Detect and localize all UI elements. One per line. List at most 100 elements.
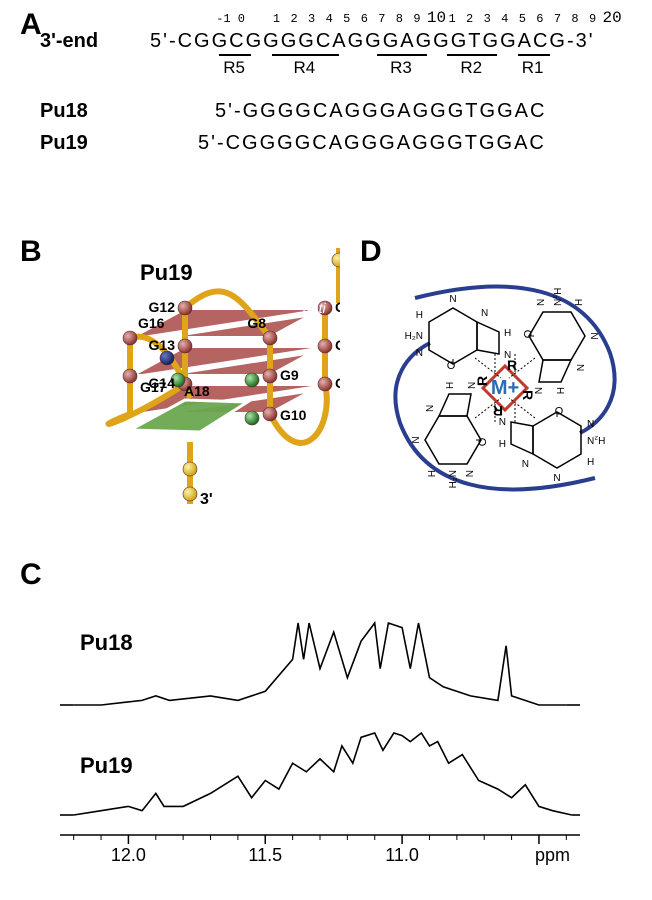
- seq-label-3end: 3'-end: [40, 30, 98, 53]
- g-run-label: R1: [522, 58, 544, 78]
- svg-text:N: N: [534, 299, 545, 306]
- seq-position-number: 7: [378, 12, 385, 26]
- axis-tick-label: 12.0: [111, 845, 146, 865]
- svg-text:H₂N: H₂N: [405, 331, 423, 342]
- residue-label: A18: [184, 383, 210, 399]
- svg-text:N: N: [481, 308, 488, 319]
- seq-position-number: 6: [361, 12, 368, 26]
- svg-text:N: N: [553, 471, 560, 482]
- trace-label-pu19: Pu19: [80, 753, 133, 778]
- seq-position-number: 5: [519, 12, 526, 26]
- svg-text:H: H: [504, 328, 511, 339]
- axis-tick-label: 11.0: [385, 845, 419, 865]
- residue-label: G3: [335, 299, 340, 315]
- seq-pu19: 5'-CGGGGCAGGGAGGGTGGAC: [198, 132, 546, 155]
- svg-text:H: H: [572, 299, 583, 306]
- panel-label-B: B: [20, 235, 42, 269]
- residue-ball: [318, 339, 332, 353]
- residue-ball: [263, 331, 277, 345]
- seq-position-number: 9: [589, 12, 596, 26]
- svg-text:N: N: [522, 457, 529, 468]
- svg-text:H₂N: H₂N: [448, 470, 459, 488]
- seq-position-number: 8: [571, 12, 578, 26]
- seq-position-number: 4: [326, 12, 333, 26]
- residue-ball: [332, 253, 340, 267]
- residue-label: G5: [335, 375, 340, 391]
- residue-label: G13: [149, 337, 176, 353]
- svg-text:N: N: [411, 436, 422, 443]
- svg-text:O: O: [477, 437, 489, 446]
- seq-position-number: 7: [554, 12, 561, 26]
- svg-text:O: O: [554, 404, 563, 416]
- g-run-underline: [219, 54, 251, 56]
- seq-position-number: 6: [536, 12, 543, 26]
- svg-text:N: N: [587, 417, 594, 428]
- residue-ball: [245, 373, 259, 387]
- residue-label: G9: [280, 367, 299, 383]
- g-run-underline: [272, 54, 339, 56]
- g-run-label: R2: [460, 58, 482, 78]
- trace-label-pu18: Pu18: [80, 630, 133, 655]
- svg-text:N: N: [574, 364, 585, 371]
- three-prime-label: 3': [200, 491, 213, 508]
- svg-text:H: H: [499, 437, 506, 448]
- svg-text:N: N: [425, 405, 436, 412]
- seq-position-number: 1: [448, 12, 455, 26]
- panelB-title: Pu19: [140, 260, 193, 285]
- svg-text:O: O: [521, 330, 533, 339]
- svg-text:O: O: [447, 360, 456, 372]
- seq-position-number: 8: [396, 12, 403, 26]
- residue-ball: [263, 369, 277, 383]
- seq-position-number: 0: [238, 12, 245, 26]
- g-run-label: R4: [294, 58, 316, 78]
- svg-text:H: H: [416, 310, 423, 321]
- nmr-trace: [74, 623, 567, 705]
- figure-page: A B D C -101234567891012345678920 3'-end…: [0, 0, 652, 900]
- guanine-unit: OHNNNHNH₂NR: [520, 288, 599, 400]
- residue-label: G16: [138, 315, 165, 331]
- svg-text:H: H: [554, 387, 565, 394]
- residue-label: G4: [335, 337, 340, 353]
- svg-text:N: N: [449, 294, 456, 305]
- svg-text:N: N: [465, 470, 476, 477]
- seq-pu18: 5'-GGGGCAGGGAGGGTGGAC: [215, 100, 546, 123]
- panel-B: Pu19anti5'3'G2G3G4G5G8G9G10G12G13G14G16G…: [40, 248, 340, 558]
- anti-label: anti: [303, 300, 326, 316]
- panel-D: OHNNNHNH₂NROHNNNHNH₂NROHNNNHNH₂NROHNNNHN…: [375, 258, 635, 518]
- residue-ball: [178, 301, 192, 315]
- seq-position-number: 3: [484, 12, 491, 26]
- seq-position-number: 1: [273, 12, 280, 26]
- seq-3end: 5'-CGGCGGGGCAGGGAGGGTGGACG-3': [150, 30, 595, 53]
- svg-text:R: R: [520, 390, 536, 400]
- seq-position-number: 9: [413, 12, 420, 26]
- svg-text:H: H: [587, 455, 594, 466]
- guanine-unit: OHNNNHNH₂NR: [405, 294, 517, 373]
- g-run-underline: [377, 54, 427, 56]
- g-quadruplex-cartoon: Pu19anti5'3'G2G3G4G5G8G9G10G12G13G14G16G…: [40, 248, 340, 558]
- seq-label-pu19: Pu19: [40, 132, 88, 155]
- seq-position-number: -1: [216, 12, 230, 26]
- svg-text:H₂N: H₂N: [587, 434, 605, 445]
- seq-position-number: 2: [466, 12, 473, 26]
- svg-text:N: N: [588, 332, 599, 339]
- residue-label: G10: [280, 407, 307, 423]
- svg-text:H: H: [427, 470, 438, 477]
- nmr-trace: [74, 733, 572, 815]
- seq-numbers-row: -101234567891012345678920: [40, 10, 600, 28]
- axis-unit-label: ppm: [535, 845, 570, 865]
- axis-tick-label: 11.5: [248, 845, 282, 865]
- residue-label: G12: [149, 299, 176, 315]
- svg-text:H₂N: H₂N: [551, 288, 562, 306]
- seq-label-pu18: Pu18: [40, 100, 88, 123]
- residue-ball: [183, 462, 197, 476]
- g-run-underline: [518, 54, 550, 56]
- residue-label: G17: [140, 379, 167, 395]
- g-tetrad-diagram: OHNNNHNH₂NROHNNNHNH₂NROHNNNHNH₂NROHNNNHN…: [375, 258, 635, 518]
- g-run-underline: [447, 54, 497, 56]
- svg-text:N: N: [416, 348, 423, 359]
- residue-ball: [178, 339, 192, 353]
- seq-position-number: 3: [308, 12, 315, 26]
- seq-position-number: 5: [343, 12, 350, 26]
- seq-position-number: 2: [290, 12, 297, 26]
- seq-position-number: 4: [501, 12, 508, 26]
